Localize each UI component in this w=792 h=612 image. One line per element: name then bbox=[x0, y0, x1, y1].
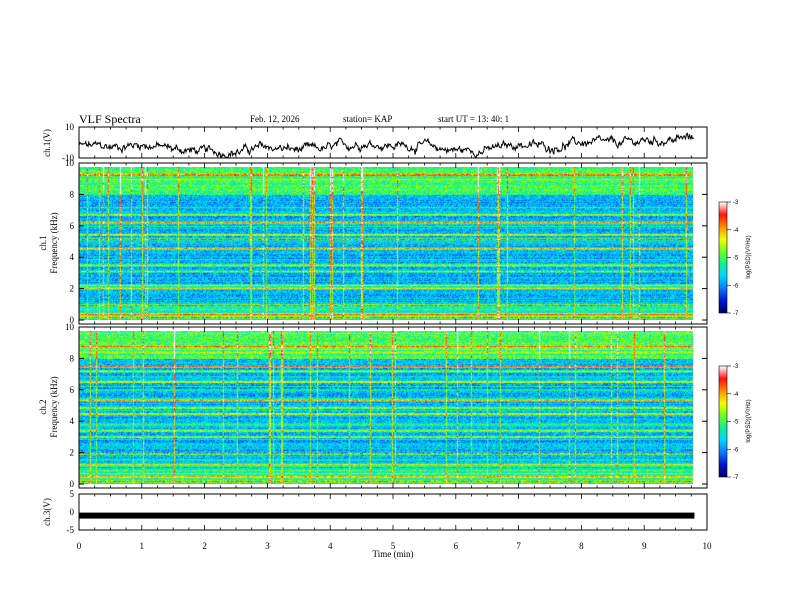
ch1-voltage-ylabel: ch.1(V) bbox=[42, 129, 52, 157]
ch1-ytick-label: 10 bbox=[65, 158, 75, 168]
ch1-spectrogram-ylabel-channel: ch.1 bbox=[38, 235, 48, 250]
plot-title: VLF Spectra bbox=[79, 112, 141, 126]
plot-date: Feb. 12, 2026 bbox=[250, 114, 300, 124]
ch1-colorbar-ticks: -3 -4 -5 -6 -7 bbox=[727, 200, 739, 317]
ch2-ytick-label: 4 bbox=[70, 416, 75, 426]
ch1-colorbar-tick-label: -3 bbox=[733, 200, 739, 206]
time-tick-label: 7 bbox=[516, 541, 521, 551]
ch1-spectrogram-image bbox=[79, 167, 693, 320]
ch2-spectrogram-yticks: 0 2 4 6 8 10 bbox=[65, 322, 707, 489]
ch2-colorbar-tick-label: -7 bbox=[733, 475, 739, 481]
time-tick-label: 0 bbox=[77, 541, 82, 551]
ch2-colorbar-tick-label: -6 bbox=[733, 447, 739, 453]
ch2-colorbar-gradient bbox=[719, 366, 727, 477]
ch1-ytick-label: 0 bbox=[70, 315, 75, 325]
time-tick-label: 1 bbox=[140, 541, 145, 551]
ch2-colorbar-label: log(PSD)(V²/Hz) bbox=[746, 399, 752, 442]
ch2-ytick-label: 0 bbox=[70, 479, 75, 489]
ch2-ytick-label: 6 bbox=[70, 385, 75, 395]
ch1-ytick-label: 6 bbox=[70, 221, 75, 231]
time-tick-label: 3 bbox=[265, 541, 270, 551]
time-axis-label: Time (min) bbox=[373, 549, 414, 559]
ch1-spectrogram-ylabel-frequency: Frequency (kHz) bbox=[49, 212, 59, 273]
ch1-voltage-trace bbox=[78, 132, 695, 159]
ch3-ytick-bottom: -5 bbox=[67, 525, 75, 535]
ch2-colorbar-ticks: -3 -4 -5 -6 -7 bbox=[727, 364, 739, 481]
ch1-ytick-bottom: -10 bbox=[62, 153, 74, 163]
ch1-colorbar-tick-label: -5 bbox=[733, 256, 739, 262]
ch1-colorbar-tick-label: -6 bbox=[733, 283, 739, 289]
time-tick-label: 9 bbox=[642, 541, 647, 551]
ch1-colorbar: -3 -4 -5 -6 -7 log(PSD)(V²/Hz) bbox=[718, 200, 752, 317]
start-time-label: start UT = 13: 40: 1 bbox=[438, 114, 509, 124]
ch3-voltage-trace bbox=[79, 512, 695, 519]
ch2-ytick-label: 10 bbox=[65, 322, 75, 332]
ch1-ytick-top: 10 bbox=[65, 122, 75, 132]
ch1-colorbar-tick-label: -4 bbox=[733, 228, 739, 234]
ch2-spectrogram-ylabel-frequency: Frequency (kHz) bbox=[49, 376, 59, 437]
time-tick-label: 4 bbox=[328, 541, 333, 551]
ch2-spectrogram-image bbox=[79, 331, 693, 484]
ch3-ytick-mid: 0 bbox=[70, 507, 75, 517]
ch1-ytick-label: 2 bbox=[70, 284, 75, 294]
time-tick-label: 6 bbox=[454, 541, 459, 551]
time-tick-label: 8 bbox=[579, 541, 584, 551]
ch1-ytick-label: 8 bbox=[70, 189, 75, 199]
ch2-ytick-label: 8 bbox=[70, 353, 75, 363]
ch2-colorbar-tick-label: -5 bbox=[733, 420, 739, 426]
ch2-spectrogram-ylabel-channel: ch.2 bbox=[38, 399, 48, 414]
time-tick-label: 2 bbox=[202, 541, 207, 551]
ch1-ytick-label: 4 bbox=[70, 252, 75, 262]
ch1-colorbar-gradient bbox=[719, 202, 727, 313]
time-axis-ticks: 0 1 2 3 4 5 6 7 8 9 10 bbox=[77, 127, 712, 551]
ch1-colorbar-tick-label: -7 bbox=[733, 311, 739, 317]
time-tick-label: 10 bbox=[703, 541, 713, 551]
time-tick-label: 5 bbox=[391, 541, 396, 551]
ch2-colorbar-tick-label: -3 bbox=[733, 364, 739, 370]
station-label: station= KAP bbox=[343, 114, 392, 124]
ch1-spectrogram-yticks: 0 2 4 6 8 10 bbox=[65, 158, 707, 325]
ch2-ytick-label: 2 bbox=[70, 448, 75, 458]
ch2-colorbar-tick-label: -4 bbox=[733, 392, 739, 398]
ch3-voltage-ylabel: ch.3(V) bbox=[42, 498, 52, 526]
ch3-ytick-top: 5 bbox=[70, 489, 75, 499]
ch2-spectrogram-panel: 0 2 4 6 8 10 ch.2 Frequency (kHz) -3 -4 -5 -6 -7 … bbox=[38, 322, 752, 489]
ch2-colorbar: -3 -4 -5 -6 -7 log(PSD)(V²/Hz) bbox=[718, 364, 752, 481]
ch1-colorbar-label: log(PSD)(V²/Hz) bbox=[746, 235, 752, 278]
ch1-spectrogram-panel: 0 2 4 6 8 10 ch.1 Frequency (kHz) -3 -4 -5 -6 -7 … bbox=[38, 158, 752, 325]
